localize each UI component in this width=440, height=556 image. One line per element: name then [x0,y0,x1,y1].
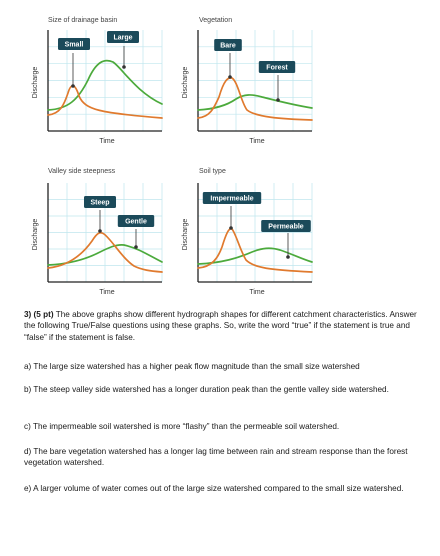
y-axis-label: Discharge [32,67,39,99]
question-intro: 3) (5 pt) The above graphs show differen… [24,309,420,343]
series-line-forest [197,94,313,111]
series-line-permeable [197,247,313,265]
series-label-badge [84,196,116,208]
series-label: Steep [90,200,109,207]
x-axis-label: Time [99,138,114,145]
chart-title: Valley side steepness [48,168,116,175]
series-label-badge [107,31,139,43]
x-axis-label: Time [249,289,264,296]
series-label-badge [258,61,296,73]
series-label: Bare [220,43,236,50]
series-label-badge [261,220,311,232]
series-label-badge [117,215,155,227]
question-item-a: a) The large size watershed has a higher… [24,362,360,371]
pointer-dot [71,84,75,88]
pointer-dot [122,65,126,69]
hydrograph-panel: Size of drainage basin Discharge Time Small… [32,17,163,145]
hydrograph-panel: Valley side steepness Discharge Time Steep G… [32,168,163,296]
series-line-bare [197,76,313,121]
series-label: Small [65,42,84,49]
question-item-c: c) The impermeable soil watershed is mor… [24,422,340,431]
chart-title: Soil type [199,168,226,175]
pointer-dot [134,245,138,249]
series-line-steep [47,231,163,273]
question-item-d: d) The bare vegetation watershed has a l… [24,447,408,468]
pointer-dot [229,226,233,230]
series-label-badge [58,38,90,50]
chart-title: Size of drainage basin [48,17,117,24]
series-label: Forest [266,65,288,72]
question-number: 3) (5 pt) [24,310,54,319]
series-label: Large [113,35,132,42]
x-axis-label: Time [99,289,114,296]
pointer-dot [98,229,102,233]
question-instructions: The above graphs show different hydrogra… [24,310,417,342]
pointer-dot [276,98,280,102]
series-line-large [47,59,163,111]
hydrograph-panel: Soil type Discharge Time Impermeable Permeab… [182,168,313,296]
y-axis-label: Discharge [182,67,189,99]
series-label: Impermeable [210,196,253,203]
chart-title: Vegetation [199,17,232,24]
series-line-gentle [47,244,163,266]
series-label: Permeable [268,224,304,231]
hydrograph-panel: Vegetation Discharge Time Bare Forest [182,17,313,145]
hydrograph-figure: Size of drainage basin Discharge Time Small… [32,17,313,296]
pointer-dot [228,75,232,79]
series-label: Gentle [125,219,147,226]
series-label-badge [202,192,262,204]
chart-grid [198,30,313,131]
question-item-e: e) A larger volume of water comes out of… [24,484,404,493]
question-item-b: b) The steep valley side watershed has a… [24,385,389,394]
y-axis-label: Discharge [182,219,189,251]
series-label-badge [214,39,242,51]
x-axis-label: Time [249,138,264,145]
pointer-dot [286,255,290,259]
y-axis-label: Discharge [32,219,39,251]
